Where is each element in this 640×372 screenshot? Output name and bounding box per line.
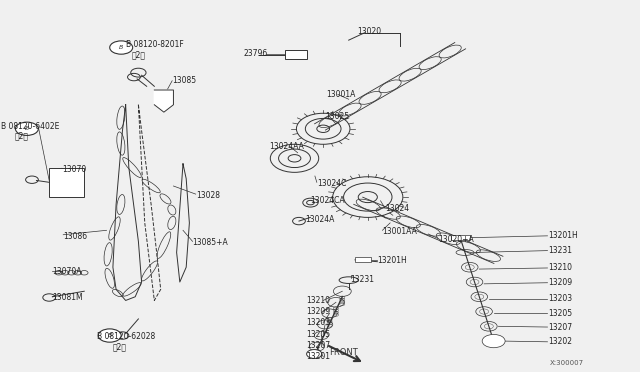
Text: 13207: 13207 [306, 341, 330, 350]
Text: 13203: 13203 [548, 294, 572, 303]
Text: 13081M: 13081M [52, 293, 83, 302]
Text: X:300007: X:300007 [549, 360, 584, 366]
Circle shape [15, 122, 38, 135]
Text: 13001A: 13001A [326, 90, 356, 99]
Text: 13210: 13210 [548, 263, 572, 272]
Text: 13024AA: 13024AA [269, 142, 304, 151]
Text: 13085+A: 13085+A [193, 238, 228, 247]
Text: B: B [108, 333, 112, 338]
Text: 13202: 13202 [548, 337, 572, 346]
Text: 13205: 13205 [306, 330, 330, 339]
Text: B 08120-8201F: B 08120-8201F [125, 41, 184, 49]
FancyBboxPatch shape [355, 257, 371, 262]
Text: 13020+A: 13020+A [438, 235, 474, 244]
Text: 13025: 13025 [325, 112, 349, 121]
Text: （2）: （2） [132, 51, 146, 60]
Text: （2）: （2） [113, 342, 127, 351]
Polygon shape [154, 90, 173, 112]
Circle shape [109, 41, 132, 54]
Text: 13085: 13085 [172, 76, 196, 85]
Text: 13070A: 13070A [52, 267, 82, 276]
Circle shape [482, 334, 505, 348]
Text: 13203: 13203 [306, 318, 330, 327]
Circle shape [99, 329, 121, 342]
Text: 13201H: 13201H [377, 256, 406, 265]
Text: B: B [25, 126, 29, 131]
Text: B 08120-6402E: B 08120-6402E [1, 122, 60, 131]
Text: 13024A: 13024A [305, 215, 334, 224]
Text: 13209: 13209 [306, 307, 330, 316]
Text: 13210: 13210 [306, 296, 330, 305]
Text: 13201H: 13201H [548, 231, 578, 240]
Text: 13024CA: 13024CA [310, 196, 344, 205]
Text: 13207: 13207 [548, 323, 572, 331]
Text: 13028: 13028 [196, 191, 220, 200]
Text: 13231: 13231 [548, 246, 572, 255]
Text: 13001AA: 13001AA [383, 227, 417, 235]
Text: 13205: 13205 [548, 309, 572, 318]
FancyBboxPatch shape [49, 167, 84, 197]
Text: 23796: 23796 [244, 49, 268, 58]
FancyBboxPatch shape [451, 235, 470, 240]
Text: 13024: 13024 [385, 204, 409, 214]
Text: 13020: 13020 [357, 27, 381, 36]
Text: 13231: 13231 [351, 275, 374, 283]
FancyBboxPatch shape [285, 51, 307, 60]
Text: 13086: 13086 [63, 232, 87, 241]
Text: B 08120-62028: B 08120-62028 [97, 332, 156, 341]
Text: （2）: （2） [14, 132, 28, 141]
Text: 13201: 13201 [306, 352, 330, 361]
Circle shape [307, 350, 322, 359]
Text: B: B [119, 45, 124, 50]
Text: FRONT: FRONT [330, 349, 358, 357]
Text: 13024C: 13024C [317, 179, 346, 187]
Text: 13070: 13070 [62, 165, 86, 174]
Text: 13209: 13209 [548, 278, 572, 287]
